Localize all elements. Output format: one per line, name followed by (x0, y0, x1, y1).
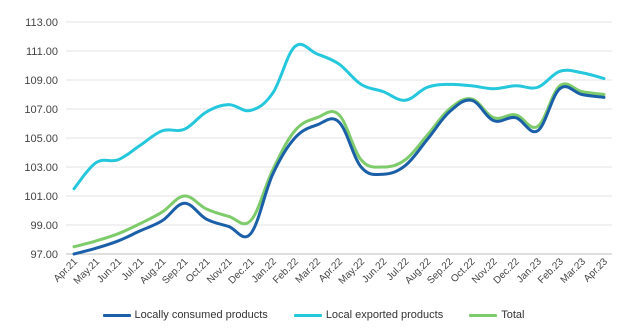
legend-label-total: Total (501, 309, 525, 321)
x-axis: Apr.21May.21Jun.21Jul.21Aug.21Sep.21Oct.… (52, 253, 612, 287)
x-tick-label-14: Jun.22 (360, 256, 389, 285)
y-tick-label-3: 103.00 (24, 162, 58, 174)
legend-swatch-total (469, 313, 498, 317)
y-tick-label-8: 113.00 (25, 17, 58, 29)
series-line-total (72, 82, 606, 249)
series-lines (72, 42, 606, 256)
series-line-locally-consumed-products (72, 85, 606, 256)
x-tick-label-2: Jun.21 (95, 256, 124, 285)
legend-swatch-locally-consumed (102, 313, 131, 317)
x-tick-label-23: Mar.23 (559, 256, 589, 286)
y-tick-label-0: 97.00 (30, 249, 58, 261)
legend-item-local-exported: Local exported products (293, 309, 444, 321)
x-tick-label-11: Mar.22 (294, 256, 324, 286)
legend: Locally consumed products Local exported… (0, 305, 627, 325)
y-tick-label-1: 99.00 (30, 220, 58, 232)
series-line-local-exported-products (72, 42, 606, 191)
legend-label-local-exported: Local exported products (325, 309, 444, 321)
y-tick-label-6: 109.00 (24, 75, 58, 87)
y-tick-label-2: 101.00 (24, 191, 58, 203)
legend-label-locally-consumed: Locally consumed products (134, 309, 268, 321)
legend-item-total: Total (469, 309, 524, 321)
legend-swatch-local-exported (293, 313, 322, 317)
legend-item-locally-consumed: Locally consumed products (102, 309, 268, 321)
y-tick-label-7: 111.00 (26, 46, 58, 58)
y-tick-label-5: 107.00 (24, 104, 58, 116)
y-axis: 97.00 99.00 101.00 103.00 105.00 107.00 109.00… (24, 17, 58, 261)
x-tick-label-24: Apr.23 (582, 256, 611, 285)
y-tick-label-4: 105.00 (24, 133, 58, 145)
